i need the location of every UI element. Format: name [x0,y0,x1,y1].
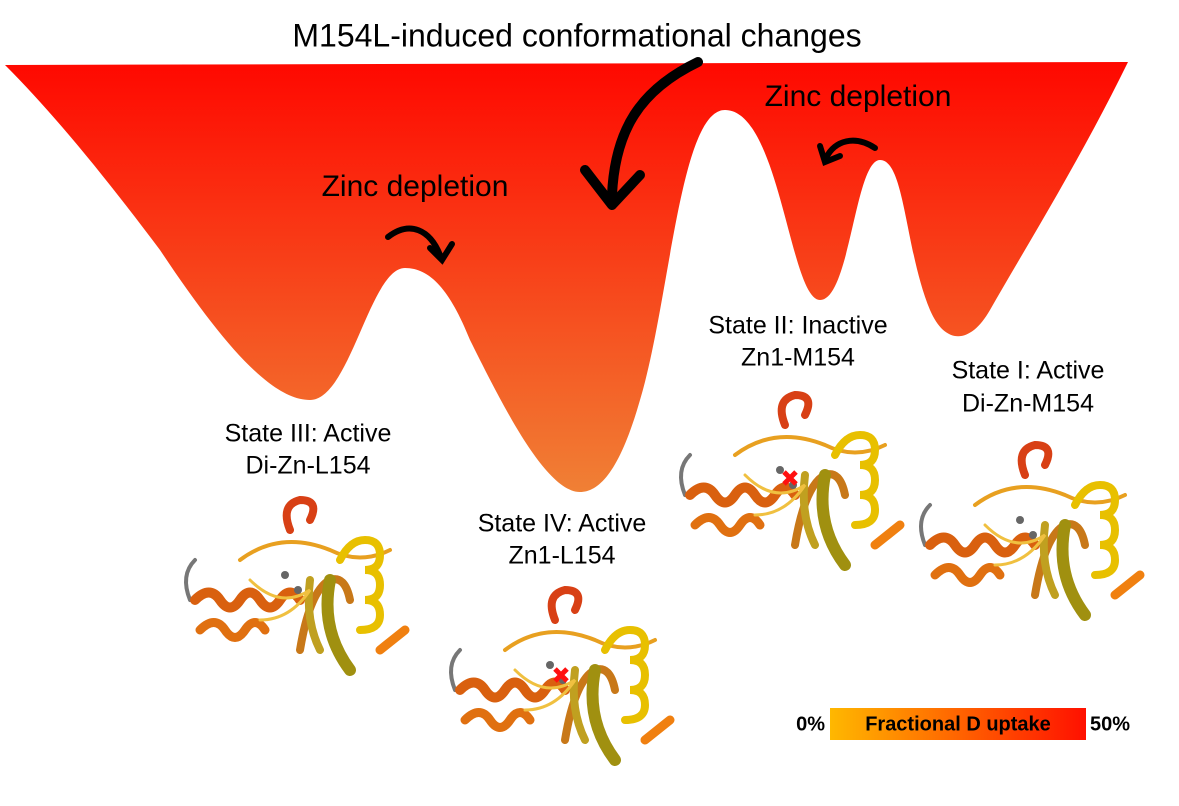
arrow [385,225,443,258]
state-label: State III: Active [225,420,392,448]
legend-label: Fractional D uptake [865,713,1051,735]
annotation: Zinc depletion [322,170,509,203]
state-label: State I: Active [952,357,1105,385]
protein-structure [186,500,405,670]
protein-structure [921,445,1140,615]
state-label: Di-Zn-M154 [962,390,1094,418]
state-label: Zn1-L154 [508,542,615,570]
arrow-head [580,165,645,210]
energy-landscape [5,62,1128,492]
x-mark [553,667,569,683]
color-bar [830,708,1086,740]
figure-title: M154L-induced conformational changes [292,17,861,53]
arrow [607,57,703,200]
state-label: Zn1-M154 [741,344,855,372]
legend-min: 0% [796,713,825,735]
arrow-head [427,241,455,265]
state-label: State II: Inactive [708,312,887,340]
state-label: Di-Zn-L154 [245,452,370,480]
arrow-head [817,143,843,166]
x-mark [782,470,798,486]
arrow [823,137,878,161]
annotation: Zinc depletion [765,80,952,113]
state-label: State IV: Active [478,510,647,538]
legend-max: 50% [1090,713,1130,735]
